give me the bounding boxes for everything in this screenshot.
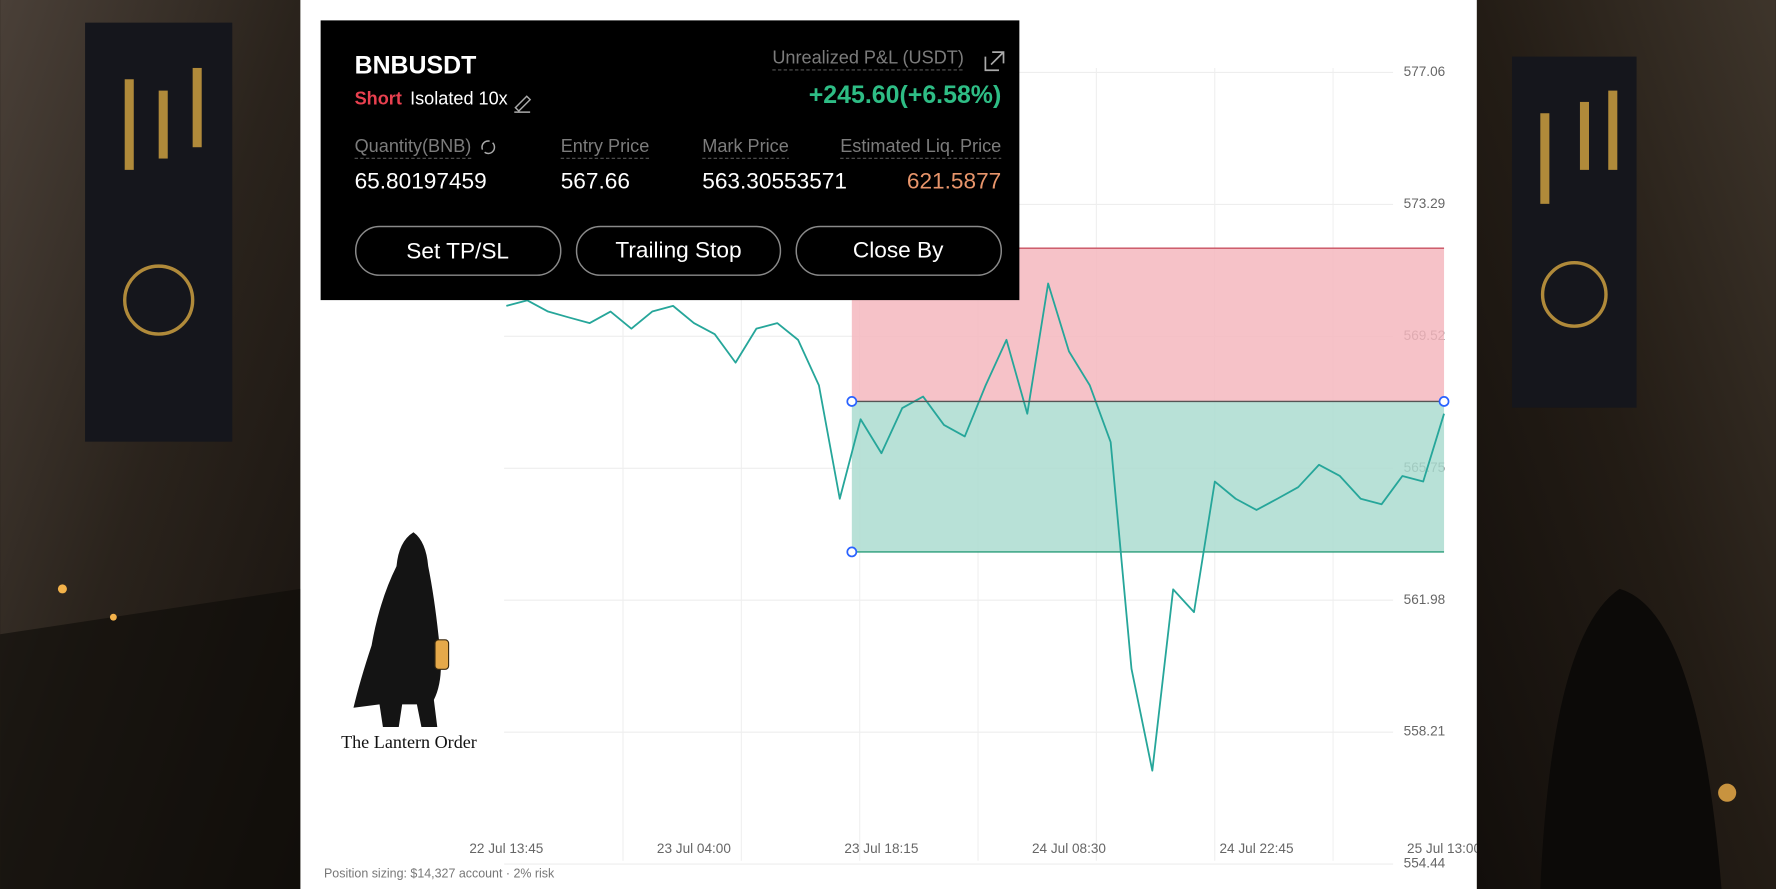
- x-tick-label: 24 Jul 08:30: [1032, 841, 1106, 856]
- pnl-label: Unrealized P&L (USDT): [772, 48, 964, 68]
- field-value: 621.5877: [907, 168, 1001, 193]
- logo-text: The Lantern Order: [341, 732, 477, 752]
- field-label: Entry Price: [561, 136, 650, 156]
- left-artwork: [0, 0, 301, 889]
- field-value: 563.30553571: [702, 168, 847, 193]
- pnl-value: +245.60(+6.58%): [809, 81, 1001, 109]
- button[interactable]: Set TP/SL: [354, 225, 562, 276]
- share-icon[interactable]: [984, 51, 1005, 72]
- margin-mode: Isolated 10x: [410, 88, 508, 108]
- right-artwork: [1476, 0, 1776, 889]
- side: Short: [355, 88, 402, 108]
- x-tick-label: 23 Jul 18:15: [844, 841, 918, 856]
- field-value: 567.66: [561, 168, 630, 193]
- y-tick-label: 558.21: [1404, 724, 1446, 739]
- drag-handle: [1438, 396, 1450, 407]
- button[interactable]: Close By: [795, 225, 1002, 276]
- price-line: [506, 282, 1445, 772]
- button-label[interactable]: Set TP/SL: [406, 239, 509, 264]
- field-value: 65.80197459: [355, 168, 487, 193]
- logo: The Lantern Order: [341, 532, 477, 752]
- x-tick-label: 23 Jul 04:00: [657, 841, 731, 856]
- footer-note: Position sizing: $14,327 account · 2% ri…: [324, 867, 555, 881]
- x-tick-label: 22 Jul 13:45: [469, 841, 543, 856]
- drag-handle: [846, 546, 858, 558]
- y-tick-label: 573.29: [1404, 196, 1446, 211]
- button[interactable]: Trailing Stop: [575, 225, 782, 276]
- field-label: Estimated Liq. Price: [840, 136, 1001, 156]
- field-label: Quantity(BNB): [355, 136, 472, 156]
- drag-handle: [846, 396, 858, 407]
- x-tick-label: 24 Jul 22:45: [1220, 841, 1294, 856]
- button-label[interactable]: Close By: [853, 237, 944, 262]
- y-tick-label: 554.44: [1404, 856, 1446, 871]
- symbol: BNBUSDT: [355, 51, 477, 79]
- field-label: Mark Price: [702, 136, 789, 156]
- edit-icon[interactable]: [514, 95, 532, 113]
- x-tick-label: 25 Jul 13:00: [1407, 841, 1481, 856]
- position-card: BNBUSDT Short Isolated 10x Unrealized P&…: [320, 20, 1020, 301]
- refresh-icon[interactable]: [481, 140, 496, 155]
- y-tick-label: 561.98: [1404, 592, 1446, 607]
- target-zone: [851, 401, 1445, 552]
- button-label[interactable]: Trailing Stop: [615, 237, 741, 262]
- y-tick-label: 577.06: [1404, 64, 1446, 79]
